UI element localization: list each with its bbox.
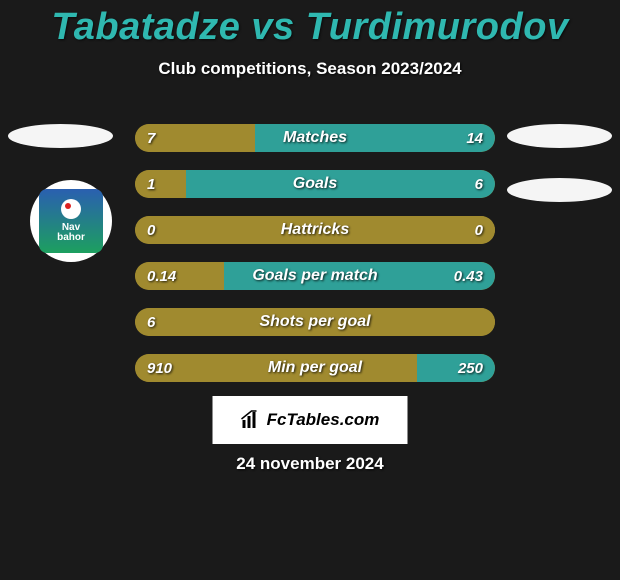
bar-label: Hattricks — [135, 216, 495, 244]
comparison-subtitle: Club competitions, Season 2023/2024 — [0, 59, 620, 79]
bar-label: Min per goal — [135, 354, 495, 382]
bar-label: Shots per goal — [135, 308, 495, 336]
footer-brand-text: FcTables.com — [267, 410, 380, 430]
bar-value-right: 0 — [463, 216, 495, 244]
bar-value-right: 6 — [463, 170, 495, 198]
club-badge-inner: Nav bahor — [39, 189, 103, 253]
bar-label: Goals — [135, 170, 495, 198]
stat-row: 0Hattricks0 — [135, 216, 495, 244]
stat-row: 6Shots per goal — [135, 308, 495, 336]
bar-value-right: 0.43 — [442, 262, 495, 290]
flag-left-1 — [8, 124, 113, 148]
flag-right-1 — [507, 124, 612, 148]
bar-value-right: 14 — [454, 124, 495, 152]
chart-icon — [241, 410, 261, 430]
stat-row: 7Matches14 — [135, 124, 495, 152]
stat-row: 1Goals6 — [135, 170, 495, 198]
bar-label: Matches — [135, 124, 495, 152]
stat-row: 0.14Goals per match0.43 — [135, 262, 495, 290]
stats-bars: 7Matches14 1Goals6 0Hattricks0 0.14Goals pe… — [135, 124, 495, 400]
club-badge-line2: bahor — [57, 233, 85, 243]
footer-brand-badge: FcTables.com — [213, 396, 408, 444]
bar-value-right — [471, 308, 495, 336]
date-text: 24 november 2024 — [0, 454, 620, 474]
club-badge: Nav bahor — [30, 180, 112, 262]
ball-icon — [61, 199, 81, 219]
stat-row: 910Min per goal250 — [135, 354, 495, 382]
flag-right-2 — [507, 178, 612, 202]
bar-value-right: 250 — [446, 354, 495, 382]
comparison-title: Tabatadze vs Turdimurodov — [0, 0, 620, 49]
